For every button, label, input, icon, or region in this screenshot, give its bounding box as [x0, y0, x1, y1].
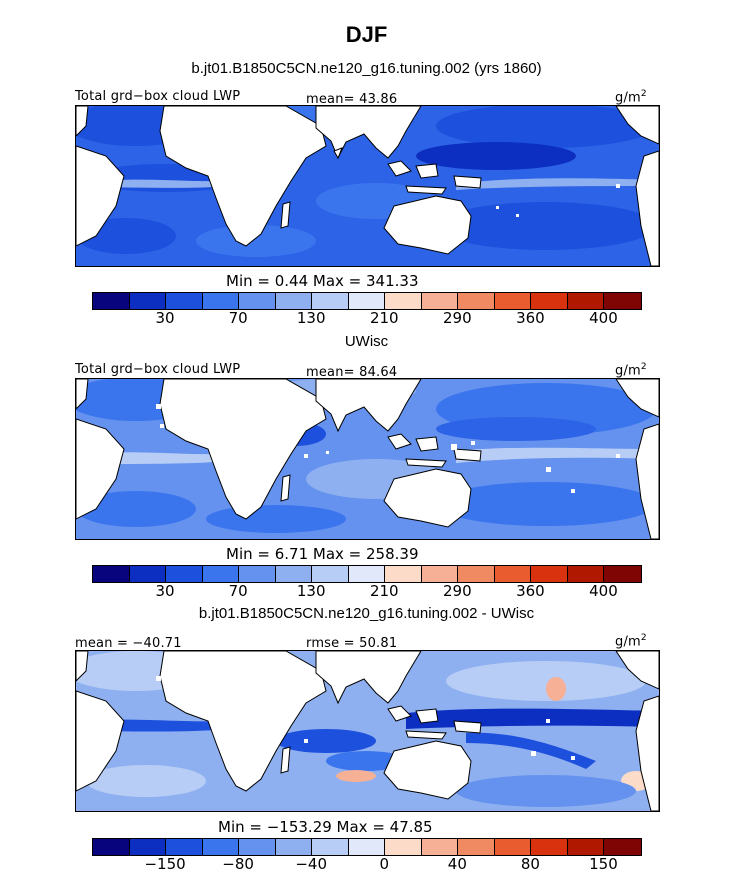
figure-title: DJF	[345, 22, 388, 47]
colorbar-swatch	[275, 293, 313, 309]
colorbar-tick-label: −150	[144, 855, 186, 873]
panel-3-mean-label: mean = −40.71	[75, 636, 182, 651]
colorbar-tick-label: 70	[228, 309, 248, 327]
panel-1-left-label: Total grd−box cloud LWP	[75, 89, 241, 104]
panel-2-map	[75, 378, 660, 540]
colorbar-swatch	[166, 566, 203, 582]
panel-3-colorbar	[92, 838, 642, 856]
colorbar-swatch	[239, 293, 276, 309]
colorbar-swatch	[202, 293, 240, 309]
panel-2-units: g/m2	[615, 362, 647, 379]
colorbar-swatch	[275, 566, 313, 582]
panel-2-colorbar-ticks: 30 70 130 210 290 360 400	[92, 582, 640, 602]
colorbar-swatch	[531, 293, 568, 309]
colorbar-swatch	[129, 566, 167, 582]
colorbar-swatch	[604, 839, 641, 855]
colorbar-tick-label: 400	[589, 582, 618, 600]
colorbar-swatch	[166, 293, 203, 309]
colorbar-tick-label: 290	[443, 309, 472, 327]
colorbar-tick-label: 400	[589, 309, 618, 327]
panel-2-colorbar	[92, 565, 642, 583]
colorbar-swatch	[239, 839, 276, 855]
colorbar-swatch	[494, 839, 532, 855]
panel-2-title: UWisc	[344, 333, 389, 350]
colorbar-swatch	[93, 566, 130, 582]
colorbar-tick-label: 40	[447, 855, 467, 873]
panel-1-minmax: Min = 0.44 Max = 341.33	[226, 272, 419, 290]
panel-3-minmax: Min = −153.29 Max = 47.85	[218, 818, 433, 836]
panel-1-map	[75, 105, 660, 267]
colorbar-tick-label: 130	[296, 309, 326, 327]
panel-3-title: b.jt01.B1850C5CN.ne120_g16.tuning.002 - …	[198, 605, 535, 622]
colorbar-swatch	[567, 293, 605, 309]
colorbar-swatch	[531, 839, 568, 855]
colorbar-swatch	[385, 566, 422, 582]
panel-1-colorbar	[92, 292, 642, 310]
colorbar-swatch	[312, 293, 349, 309]
colorbar-swatch	[567, 566, 605, 582]
colorbar-swatch	[421, 293, 459, 309]
panel-3-rmse-label: rmse = 50.81	[306, 636, 398, 651]
panel-2-left-label: Total grd−box cloud LWP	[75, 362, 241, 377]
colorbar-swatch	[531, 566, 568, 582]
panel-1-mean-label: mean= 43.86	[306, 92, 398, 107]
colorbar-tick-label: 290	[443, 582, 472, 600]
colorbar-swatch	[494, 566, 532, 582]
colorbar-swatch	[567, 839, 605, 855]
colorbar-swatch	[421, 566, 459, 582]
colorbar-tick-label: 360	[516, 309, 545, 327]
colorbar-swatch	[604, 566, 641, 582]
colorbar-tick-label: 210	[369, 309, 399, 327]
colorbar-tick-label: −80	[222, 855, 254, 873]
colorbar-swatch	[202, 839, 240, 855]
colorbar-swatch	[239, 566, 276, 582]
colorbar-swatch	[312, 566, 349, 582]
colorbar-swatch	[166, 839, 203, 855]
colorbar-tick-label: 80	[520, 855, 540, 873]
colorbar-tick-label: 30	[155, 309, 175, 327]
colorbar-swatch	[129, 293, 167, 309]
colorbar-tick-label: 70	[228, 582, 248, 600]
panel-1-title: b.jt01.B1850C5CN.ne120_g16.tuning.002 (y…	[191, 60, 542, 77]
colorbar-swatch	[604, 293, 641, 309]
colorbar-tick-label: 30	[155, 582, 175, 600]
colorbar-swatch	[275, 839, 313, 855]
colorbar-swatch	[202, 566, 240, 582]
colorbar-swatch	[312, 839, 349, 855]
colorbar-swatch	[129, 839, 167, 855]
colorbar-swatch	[348, 293, 386, 309]
colorbar-swatch	[348, 839, 386, 855]
colorbar-swatch	[421, 839, 459, 855]
colorbar-tick-label: 0	[379, 855, 390, 873]
colorbar-swatch	[458, 566, 495, 582]
panel-1-units: g/m2	[615, 89, 647, 106]
colorbar-swatch	[93, 839, 130, 855]
colorbar-swatch	[385, 839, 422, 855]
panel-3-colorbar-ticks: −150 −80 −40 0 40 80 150	[92, 855, 640, 875]
panel-3-map	[75, 650, 660, 812]
panel-2-mean-label: mean= 84.64	[306, 365, 398, 380]
panel-2-minmax: Min = 6.71 Max = 258.39	[226, 545, 419, 563]
colorbar-tick-label: 360	[516, 582, 545, 600]
colorbar-tick-label: −40	[295, 855, 328, 873]
colorbar-swatch	[494, 293, 532, 309]
colorbar-swatch	[93, 293, 130, 309]
colorbar-swatch	[348, 566, 386, 582]
colorbar-swatch	[458, 839, 495, 855]
colorbar-tick-label: 150	[589, 855, 618, 873]
colorbar-tick-label: 210	[369, 582, 399, 600]
colorbar-tick-label: 130	[296, 582, 326, 600]
colorbar-swatch	[385, 293, 422, 309]
colorbar-swatch	[458, 293, 495, 309]
panel-3-units: g/m2	[615, 633, 647, 650]
panel-1-colorbar-ticks: 30 70 130 210 290 360 400	[92, 309, 640, 329]
